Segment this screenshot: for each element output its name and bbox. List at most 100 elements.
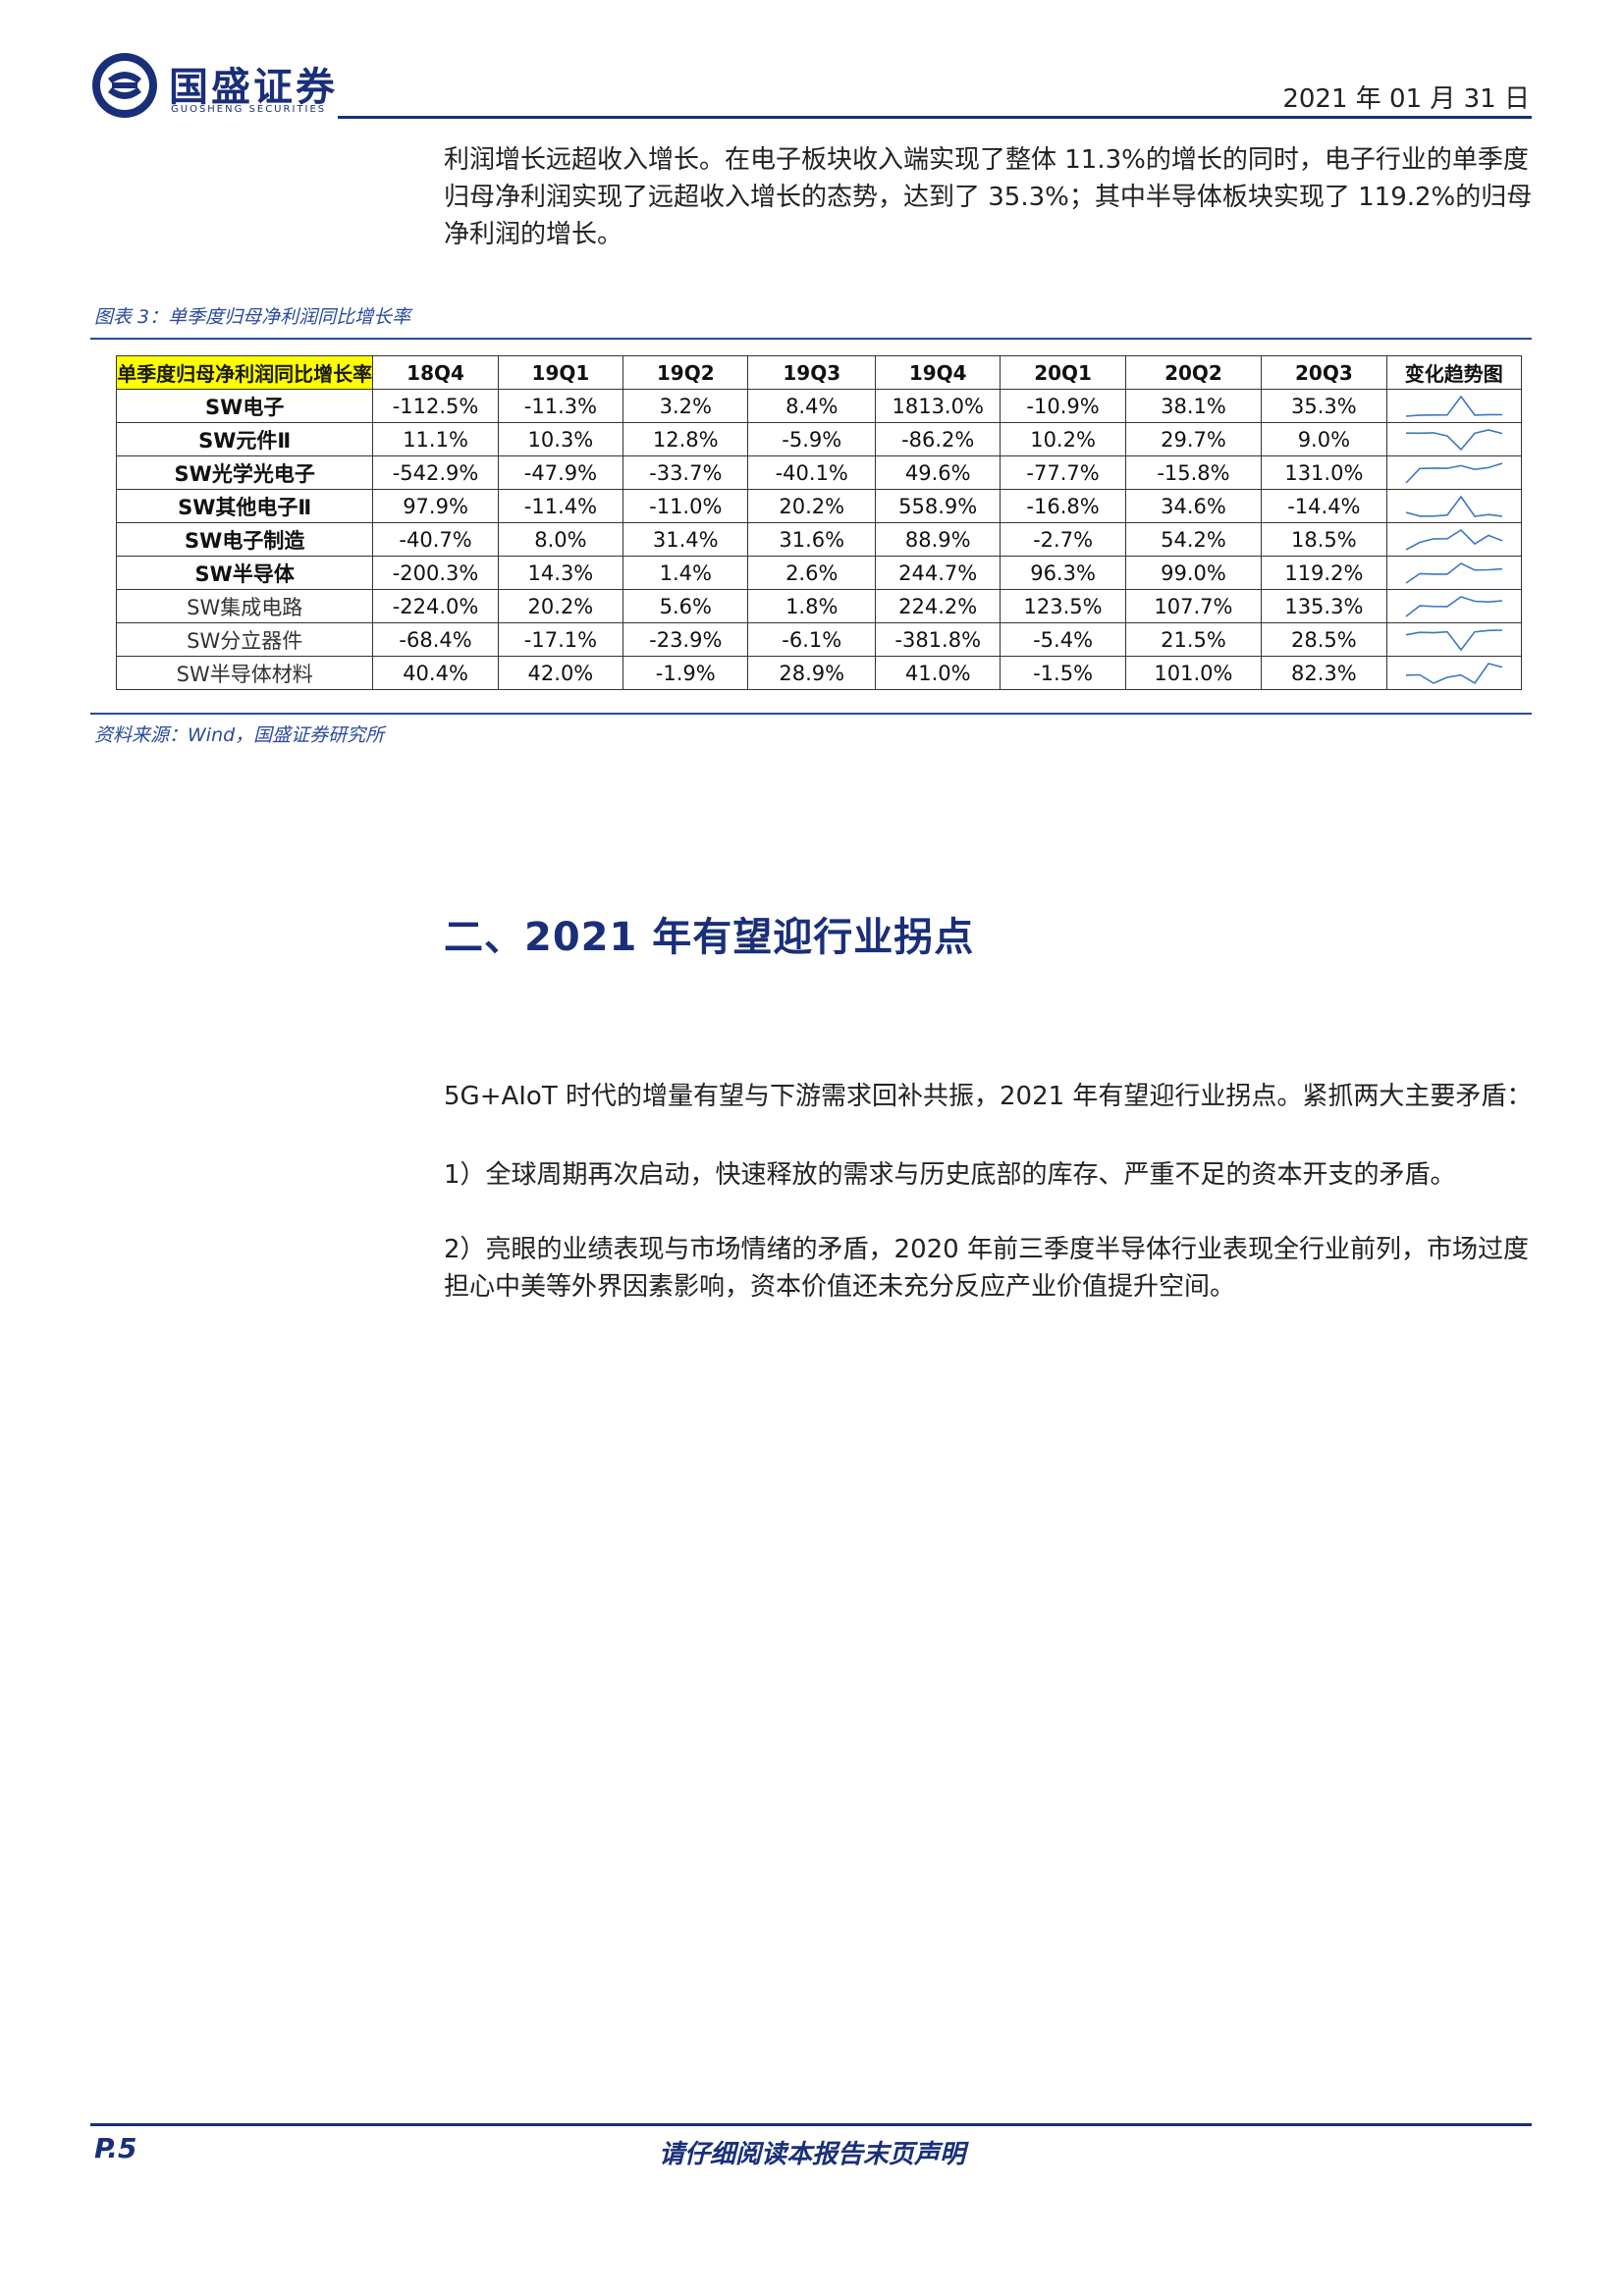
trend-sparkline-cell xyxy=(1385,389,1523,423)
row-label: SW元件Ⅱ xyxy=(115,422,374,456)
sparkline-series xyxy=(1405,461,1503,484)
column-header: 20Q2 xyxy=(1124,355,1263,390)
table-cell: 34.6% xyxy=(1124,489,1263,523)
table-cell: 20.2% xyxy=(497,589,624,623)
figure-divider-bottom xyxy=(90,713,1532,715)
trend-sparkline xyxy=(1405,428,1502,451)
row-label: SW电子 xyxy=(115,389,374,423)
table-cell: -40.7% xyxy=(372,522,499,557)
table-cell: -2.7% xyxy=(1000,522,1126,557)
table-row: SW其他电子Ⅱ 97.9% -11.4% -11.0% 20.2% 558.9% -16.8… xyxy=(115,489,1523,523)
table-cell: -200.3% xyxy=(372,556,499,590)
body-paragraph-1: 5G+AIoT 时代的增量有望与下游需求回补共振，2021 年有望迎行业拐点。紧… xyxy=(444,1082,1533,1111)
table-cell: -11.4% xyxy=(497,489,624,523)
row-label: SW电子制造 xyxy=(115,522,374,557)
table-cell: 244.7% xyxy=(875,556,1001,590)
row-label: SW光学光电子 xyxy=(115,455,374,490)
trend-sparkline-cell xyxy=(1385,556,1523,590)
table-cell: 28.5% xyxy=(1261,622,1387,657)
table-cell: 12.8% xyxy=(623,422,749,456)
trend-sparkline xyxy=(1405,395,1502,417)
table-cell: -16.8% xyxy=(1000,489,1126,523)
table-cell: -47.9% xyxy=(497,455,624,490)
profit-growth-table: 单季度归母净利润同比增长率 18Q4 19Q1 19Q2 19Q3 19Q4 2… xyxy=(115,355,1523,690)
table-cell: 82.3% xyxy=(1261,656,1387,690)
footer-divider xyxy=(90,2123,1532,2126)
table-cell: 10.2% xyxy=(1000,422,1126,456)
table-cell: -23.9% xyxy=(623,622,749,657)
table-cell: 20.2% xyxy=(747,489,877,523)
table-cell: 14.3% xyxy=(497,556,624,590)
table-cell: -381.8% xyxy=(875,622,1001,657)
column-header: 19Q1 xyxy=(497,355,624,390)
table-row: SW电子 -112.5% -11.3% 3.2% 8.4% 1813.0% -10.9% 38… xyxy=(115,389,1523,423)
table-cell: 1813.0% xyxy=(875,389,1001,423)
trend-sparkline-cell xyxy=(1385,455,1523,490)
table-cell: 8.0% xyxy=(497,522,624,557)
table-cell: 3.2% xyxy=(623,389,749,423)
table-cell: 18.5% xyxy=(1261,522,1387,557)
table-cell: -68.4% xyxy=(372,622,499,657)
table-cell: 11.1% xyxy=(372,422,499,456)
table-cell: 131.0% xyxy=(1261,455,1387,490)
table-cell: 8.4% xyxy=(747,389,877,423)
table-row: SW半导体材料 40.4% 42.0% -1.9% 28.9% 41.0% -1.5% 101… xyxy=(115,656,1523,690)
trend-sparkline-cell xyxy=(1385,489,1523,523)
table-cell: 99.0% xyxy=(1124,556,1263,590)
row-label: SW分立器件 xyxy=(115,622,374,657)
section-title: 二、2021 年有望迎行业拐点 xyxy=(444,915,975,960)
table-cell: -1.9% xyxy=(623,656,749,690)
row-label: SW集成电路 xyxy=(115,589,374,623)
table-cell: 107.7% xyxy=(1124,589,1263,623)
sparkline-series xyxy=(1405,595,1502,617)
trend-sparkline-cell xyxy=(1385,522,1523,557)
table-cell: -40.1% xyxy=(747,455,877,490)
table-row: SW光学光电子 -542.9% -47.9% -33.7% -40.1% 49.6% -77… xyxy=(115,455,1523,490)
table-cell: -5.4% xyxy=(1000,622,1126,657)
table-row: SW分立器件 -68.4% -17.1% -23.9% -6.1% -381.8% -5.4… xyxy=(115,622,1523,657)
table-cell: 10.3% xyxy=(497,422,624,456)
figure-source: 资料来源：Wind，国盛证券研究所 xyxy=(94,724,385,746)
row-label: SW半导体材料 xyxy=(115,656,374,690)
trend-sparkline xyxy=(1405,561,1502,584)
table-cell: 29.7% xyxy=(1124,422,1263,456)
table-row: SW半导体 -200.3% 14.3% 1.4% 2.6% 244.7% 96.3% 99.0… xyxy=(115,556,1523,590)
table-cell: -86.2% xyxy=(875,422,1001,456)
column-header: 18Q4 xyxy=(372,355,499,390)
header-divider xyxy=(338,116,1532,119)
table-cell: 558.9% xyxy=(875,489,1001,523)
body-paragraph-2: 1）全球周期再次启动，快速释放的需求与历史底部的库存、严重不足的资本开支的矛盾。 xyxy=(444,1160,1456,1190)
report-date: 2021 年 01 月 31 日 xyxy=(1282,84,1530,114)
sparkline-series xyxy=(1405,662,1502,684)
table-cell: -10.9% xyxy=(1000,389,1126,423)
table-cell: 42.0% xyxy=(497,656,624,690)
table-cell: 96.3% xyxy=(1000,556,1126,590)
brand-logo-icon xyxy=(92,53,157,118)
table-cell: 49.6% xyxy=(875,455,1001,490)
table-cell: -17.1% xyxy=(497,622,624,657)
sparkline-series xyxy=(1405,495,1502,517)
trend-sparkline-cell xyxy=(1385,589,1523,623)
sparkline-series xyxy=(1405,561,1502,584)
table-cell: -11.3% xyxy=(497,389,624,423)
sparkline-series xyxy=(1405,528,1503,551)
trend-sparkline xyxy=(1405,595,1502,617)
column-header: 19Q2 xyxy=(623,355,749,390)
trend-sparkline xyxy=(1405,495,1502,517)
trend-sparkline xyxy=(1405,528,1503,551)
body-paragraph-3: 2）亮眼的业绩表现与市场情绪的矛盾，2020 年前三季度半导体行业表现全行业前列… xyxy=(444,1235,1529,1302)
column-header: 20Q1 xyxy=(1000,355,1126,390)
sparkline-series xyxy=(1405,628,1502,651)
table-row: SW集成电路 -224.0% 20.2% 5.6% 1.8% 224.2% 123.5% 10… xyxy=(115,589,1523,623)
table-cell: 40.4% xyxy=(372,656,499,690)
table-cell: -112.5% xyxy=(372,389,499,423)
table-corner-label: 单季度归母净利润同比增长率 xyxy=(115,355,374,390)
table-cell: 41.0% xyxy=(875,656,1001,690)
table-cell: 224.2% xyxy=(875,589,1001,623)
brand-name: 国盛证券 xyxy=(169,65,338,110)
table-cell: 88.9% xyxy=(875,522,1001,557)
table-cell: 35.3% xyxy=(1261,389,1387,423)
table-cell: 28.9% xyxy=(747,656,877,690)
table-cell: -11.0% xyxy=(623,489,749,523)
figure-divider-top xyxy=(90,338,1532,340)
